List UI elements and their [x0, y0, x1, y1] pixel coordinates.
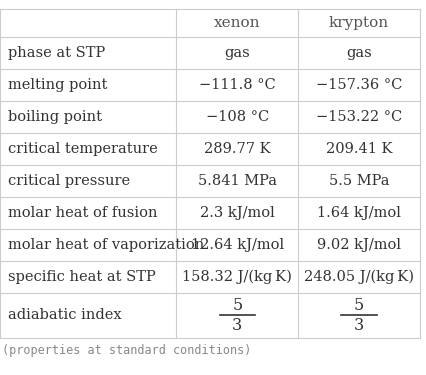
Text: melting point: melting point — [8, 78, 106, 92]
Text: −108 °C: −108 °C — [205, 110, 268, 124]
Text: critical temperature: critical temperature — [8, 142, 157, 156]
Text: 9.02 kJ/mol: 9.02 kJ/mol — [317, 238, 400, 252]
Text: −111.8 °C: −111.8 °C — [199, 78, 275, 92]
Text: phase at STP: phase at STP — [8, 46, 104, 60]
Text: specific heat at STP: specific heat at STP — [8, 270, 155, 284]
Text: 5.5 MPa: 5.5 MPa — [328, 174, 389, 188]
Text: xenon: xenon — [213, 16, 260, 30]
Text: gas: gas — [224, 46, 250, 60]
Text: 289.77 K: 289.77 K — [204, 142, 270, 156]
Text: 5: 5 — [232, 297, 242, 314]
Text: 3: 3 — [232, 316, 242, 334]
Text: 2.3 kJ/mol: 2.3 kJ/mol — [199, 206, 274, 220]
Text: boiling point: boiling point — [8, 110, 101, 124]
Text: 5: 5 — [353, 297, 363, 314]
Text: (properties at standard conditions): (properties at standard conditions) — [2, 344, 251, 357]
Text: −157.36 °C: −157.36 °C — [315, 78, 401, 92]
Text: molar heat of fusion: molar heat of fusion — [8, 206, 157, 220]
Text: −153.22 °C: −153.22 °C — [315, 110, 401, 124]
Text: 209.41 K: 209.41 K — [325, 142, 391, 156]
Text: 248.05 J/(kg K): 248.05 J/(kg K) — [303, 270, 413, 284]
Text: critical pressure: critical pressure — [8, 174, 130, 188]
Text: adiabatic index: adiabatic index — [8, 308, 121, 322]
Text: gas: gas — [345, 46, 371, 60]
Text: 1.64 kJ/mol: 1.64 kJ/mol — [317, 206, 400, 220]
Text: 3: 3 — [353, 316, 363, 334]
Text: krypton: krypton — [328, 16, 388, 30]
Text: 5.841 MPa: 5.841 MPa — [197, 174, 276, 188]
Text: molar heat of vaporization: molar heat of vaporization — [8, 238, 203, 252]
Text: 158.32 J/(kg K): 158.32 J/(kg K) — [182, 270, 291, 284]
Text: 12.64 kJ/mol: 12.64 kJ/mol — [190, 238, 283, 252]
